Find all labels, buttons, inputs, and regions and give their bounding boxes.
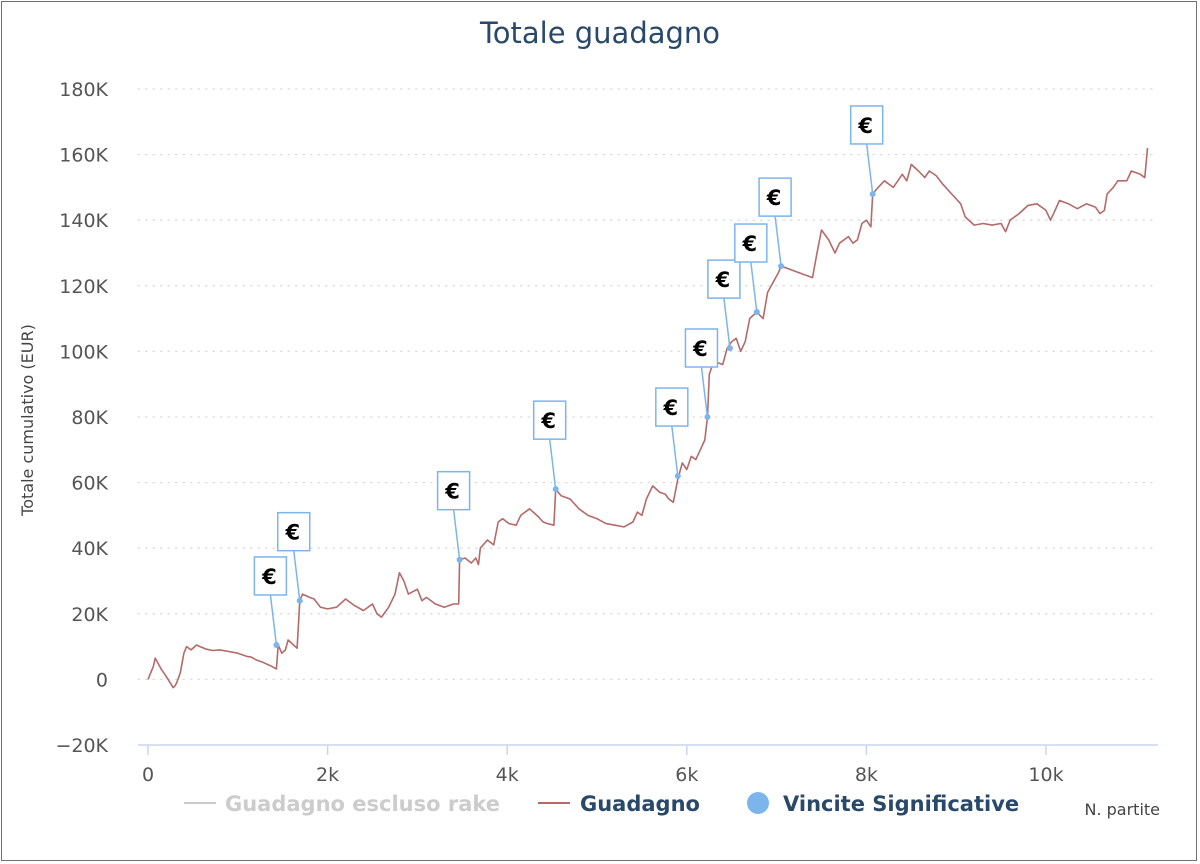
win-flag-label: € xyxy=(284,521,300,545)
x-tick-label: 8k xyxy=(855,764,878,786)
x-tick-label: 10k xyxy=(1028,764,1063,786)
y-tick-label: 60K xyxy=(71,473,108,495)
win-point xyxy=(273,641,280,648)
win-flag-connector xyxy=(548,439,557,490)
legend-label: Guadagno escluso rake xyxy=(225,792,500,816)
x-tick-label: 2k xyxy=(316,764,339,786)
y-tick-label: 80K xyxy=(71,407,108,429)
series-line-guadagno xyxy=(147,147,1149,689)
win-flag-connector xyxy=(750,261,758,313)
win-flag-label: € xyxy=(261,565,277,589)
win-flag-connector xyxy=(865,143,874,195)
y-tick-label: 0 xyxy=(96,669,108,691)
win-flag-connector xyxy=(293,550,301,601)
win-flag-label: € xyxy=(692,337,708,361)
win-flag: € xyxy=(707,259,741,352)
win-flag-box xyxy=(707,259,741,299)
win-flag: € xyxy=(849,105,884,197)
significant-wins-flags: € € € € € € € € € € xyxy=(253,105,884,648)
win-flag-connector xyxy=(269,594,278,646)
legend-item: Vincite Significative xyxy=(747,792,1019,816)
legend-label: Vincite Significative xyxy=(783,792,1019,816)
legend-label: Guadagno xyxy=(580,792,700,816)
win-flag: € xyxy=(532,400,567,493)
x-tick-label: 4k xyxy=(496,764,519,786)
y-tick-label: 40K xyxy=(71,538,108,560)
y-tick-label: 20K xyxy=(71,604,108,626)
win-flag-box xyxy=(684,328,719,368)
y-tick-label: 100K xyxy=(59,341,108,363)
x-axis: 0 2k 4k 6k 8k 10k xyxy=(138,744,1158,786)
win-flag-box xyxy=(655,387,689,427)
legend-marker-dot xyxy=(747,792,769,814)
win-point xyxy=(296,597,303,604)
win-flag-box xyxy=(849,105,884,145)
win-point xyxy=(726,345,733,352)
x-tick-label: 0 xyxy=(142,764,154,786)
win-flag-label: € xyxy=(444,480,460,504)
chart-title: Totale guadagno xyxy=(479,16,720,50)
win-flag-box xyxy=(436,470,471,511)
legend-item: Guadagno escluso rake xyxy=(184,792,500,816)
win-flag-label: € xyxy=(742,232,758,256)
win-point xyxy=(674,473,681,480)
win-flag: € xyxy=(277,511,311,604)
x-tick-label: 6k xyxy=(675,764,698,786)
win-flag-connector xyxy=(723,298,731,349)
win-flag-label: € xyxy=(540,409,556,433)
win-flag: € xyxy=(436,470,471,563)
win-flag: € xyxy=(655,387,689,480)
y-axis-ticks: −20K 0 20K 40K 60K 80K 100K 120K 140K 160K 180K xyxy=(55,79,108,757)
y-axis-label: Totale cumulativo (EUR) xyxy=(18,324,37,517)
win-flag: € xyxy=(734,223,768,316)
win-flag-connector xyxy=(774,216,782,267)
win-point xyxy=(753,309,760,316)
win-flag: € xyxy=(684,328,719,420)
y-tick-label: 140K xyxy=(59,210,108,232)
win-point xyxy=(552,486,559,493)
legend: Guadagno escluso rake Guadagno Vincite Sig… xyxy=(184,792,1019,816)
win-flag: € xyxy=(253,556,288,648)
series-group xyxy=(147,147,1149,689)
win-flag-label: € xyxy=(715,268,731,292)
win-flag-connector xyxy=(700,366,709,418)
win-flag-label: € xyxy=(663,396,679,420)
x-axis-label: N. partite xyxy=(1084,800,1160,819)
win-flag-box xyxy=(734,223,768,263)
legend-item: Guadagno xyxy=(538,792,700,816)
win-point xyxy=(869,190,876,197)
win-flag-box xyxy=(758,177,792,217)
y-tick-label: 160K xyxy=(59,145,108,167)
win-flag-connector xyxy=(452,509,461,560)
win-point xyxy=(704,414,711,420)
grid-lines xyxy=(137,88,1159,681)
win-flag-box xyxy=(277,511,311,552)
y-tick-label: 180K xyxy=(59,79,108,101)
y-tick-label: −20K xyxy=(55,735,108,757)
win-point xyxy=(456,556,463,563)
win-flag-label: € xyxy=(766,186,782,210)
win-flag-label: € xyxy=(857,114,873,138)
win-flag-box xyxy=(532,400,567,440)
win-point xyxy=(778,263,785,270)
win-flag-connector xyxy=(671,425,679,477)
y-tick-label: 120K xyxy=(59,276,108,298)
win-flag: € xyxy=(758,177,792,270)
win-flag-box xyxy=(253,556,288,596)
